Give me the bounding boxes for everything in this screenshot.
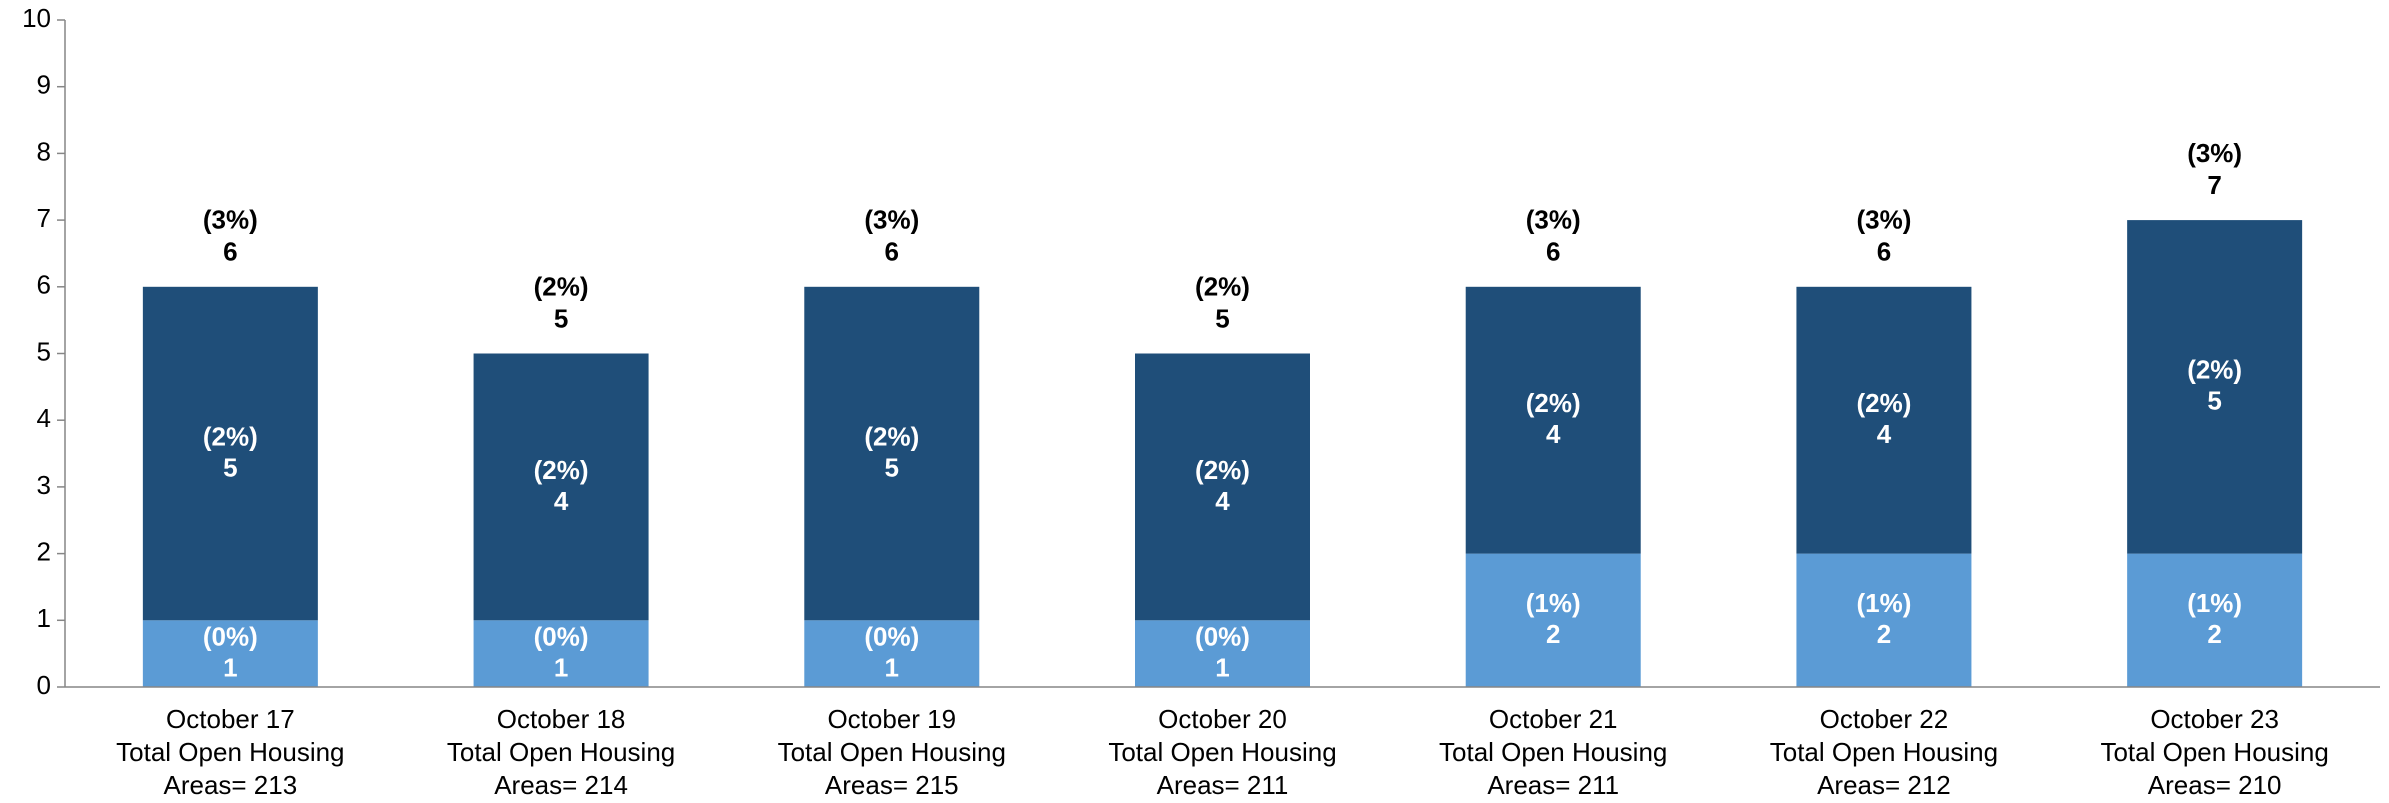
total-label: 6: [223, 237, 237, 267]
x-tick-label: Total Open Housing: [1108, 737, 1336, 767]
segment-pct-label: (2%): [203, 421, 258, 451]
x-tick-label: Total Open Housing: [116, 737, 344, 767]
y-tick-label: 3: [37, 470, 51, 500]
bar-segment: [1465, 553, 1641, 687]
x-tick-label: October 17: [166, 704, 295, 734]
bar-segment: [1796, 553, 1972, 687]
bar-segment: [1135, 620, 1310, 687]
segment-pct-label: (2%): [534, 455, 589, 485]
segment-pct-label: (0%): [534, 622, 589, 652]
total-label: 5: [1215, 303, 1229, 333]
segment-pct-label: (2%): [2187, 355, 2242, 385]
x-tick-label: October 18: [497, 704, 626, 734]
x-tick-label: Areas= 215: [825, 770, 959, 800]
x-tick-label: Total Open Housing: [1439, 737, 1667, 767]
x-tick-label: Total Open Housing: [778, 737, 1006, 767]
total-pct-label: (3%): [2187, 138, 2242, 168]
bar-segment: [2127, 220, 2303, 554]
bar-segment: [2127, 553, 2303, 687]
segment-value-label: 5: [223, 452, 237, 482]
segment-value-label: 2: [1877, 619, 1891, 649]
total-pct-label: (3%): [203, 205, 258, 235]
y-tick-label: 5: [37, 336, 51, 366]
x-tick-label: Areas= 213: [163, 770, 297, 800]
total-label: 7: [2207, 170, 2221, 200]
segment-pct-label: (2%): [1856, 388, 1911, 418]
bar-segment: [142, 620, 318, 687]
x-tick-label: Total Open Housing: [447, 737, 675, 767]
total-pct-label: (3%): [1526, 205, 1581, 235]
bar-segment: [142, 286, 318, 621]
x-tick-label: October 21: [1489, 704, 1618, 734]
total-pct-label: (2%): [1195, 271, 1250, 301]
segment-value-label: 1: [554, 653, 568, 683]
segment-pct-label: (2%): [1526, 388, 1581, 418]
bar-segment: [473, 353, 649, 621]
segment-value-label: 4: [1546, 419, 1561, 449]
x-tick-label: Areas= 210: [2148, 770, 2282, 800]
segment-pct-label: (2%): [864, 421, 919, 451]
segment-value-label: 5: [2207, 386, 2221, 416]
total-label: 6: [1546, 237, 1560, 267]
segment-pct-label: (1%): [1856, 588, 1911, 618]
y-tick-label: 6: [37, 270, 51, 300]
bar-segment: [804, 620, 980, 687]
y-tick-label: 1: [37, 603, 51, 633]
segment-value-label: 4: [554, 486, 569, 516]
x-tick-label: October 20: [1158, 704, 1287, 734]
bar-segment: [1465, 286, 1641, 554]
segment-value-label: 4: [1877, 419, 1892, 449]
x-tick-label: Areas= 214: [494, 770, 628, 800]
segment-value-label: 2: [1546, 619, 1560, 649]
segment-pct-label: (0%): [864, 622, 919, 652]
y-tick-label: 0: [37, 670, 51, 700]
y-tick-label: 4: [37, 403, 51, 433]
total-label: 6: [1877, 237, 1891, 267]
total-label: 6: [885, 237, 899, 267]
bar-segment: [804, 286, 980, 621]
bar-segment: [1796, 286, 1972, 554]
segment-pct-label: (1%): [1526, 588, 1581, 618]
segment-pct-label: (0%): [1195, 622, 1250, 652]
segment-value-label: 1: [1215, 653, 1229, 683]
total-label: 5: [554, 303, 568, 333]
y-tick-label: 2: [37, 536, 51, 566]
x-tick-label: October 19: [827, 704, 956, 734]
segment-pct-label: (1%): [2187, 588, 2242, 618]
x-tick-label: Areas= 211: [1487, 770, 1619, 800]
segment-value-label: 4: [1215, 486, 1230, 516]
y-tick-label: 9: [37, 70, 51, 100]
segment-value-label: 1: [885, 653, 899, 683]
x-tick-label: October 22: [1820, 704, 1949, 734]
segment-pct-label: (0%): [203, 622, 258, 652]
bar-segment: [473, 620, 649, 687]
total-pct-label: (3%): [864, 205, 919, 235]
segment-value-label: 1: [223, 653, 237, 683]
x-tick-label: Areas= 212: [1817, 770, 1951, 800]
total-pct-label: (2%): [534, 271, 589, 301]
y-tick-label: 8: [37, 136, 51, 166]
x-tick-label: Total Open Housing: [2100, 737, 2328, 767]
segment-pct-label: (2%): [1195, 455, 1250, 485]
y-tick-label: 10: [22, 3, 51, 33]
y-tick-label: 7: [37, 203, 51, 233]
x-tick-label: October 23: [2150, 704, 2279, 734]
segment-value-label: 2: [2207, 619, 2221, 649]
x-tick-label: Total Open Housing: [1770, 737, 1998, 767]
segment-value-label: 5: [885, 452, 899, 482]
x-tick-label: Areas= 211: [1157, 770, 1289, 800]
bar-segment: [1135, 353, 1310, 621]
total-pct-label: (3%): [1856, 205, 1911, 235]
